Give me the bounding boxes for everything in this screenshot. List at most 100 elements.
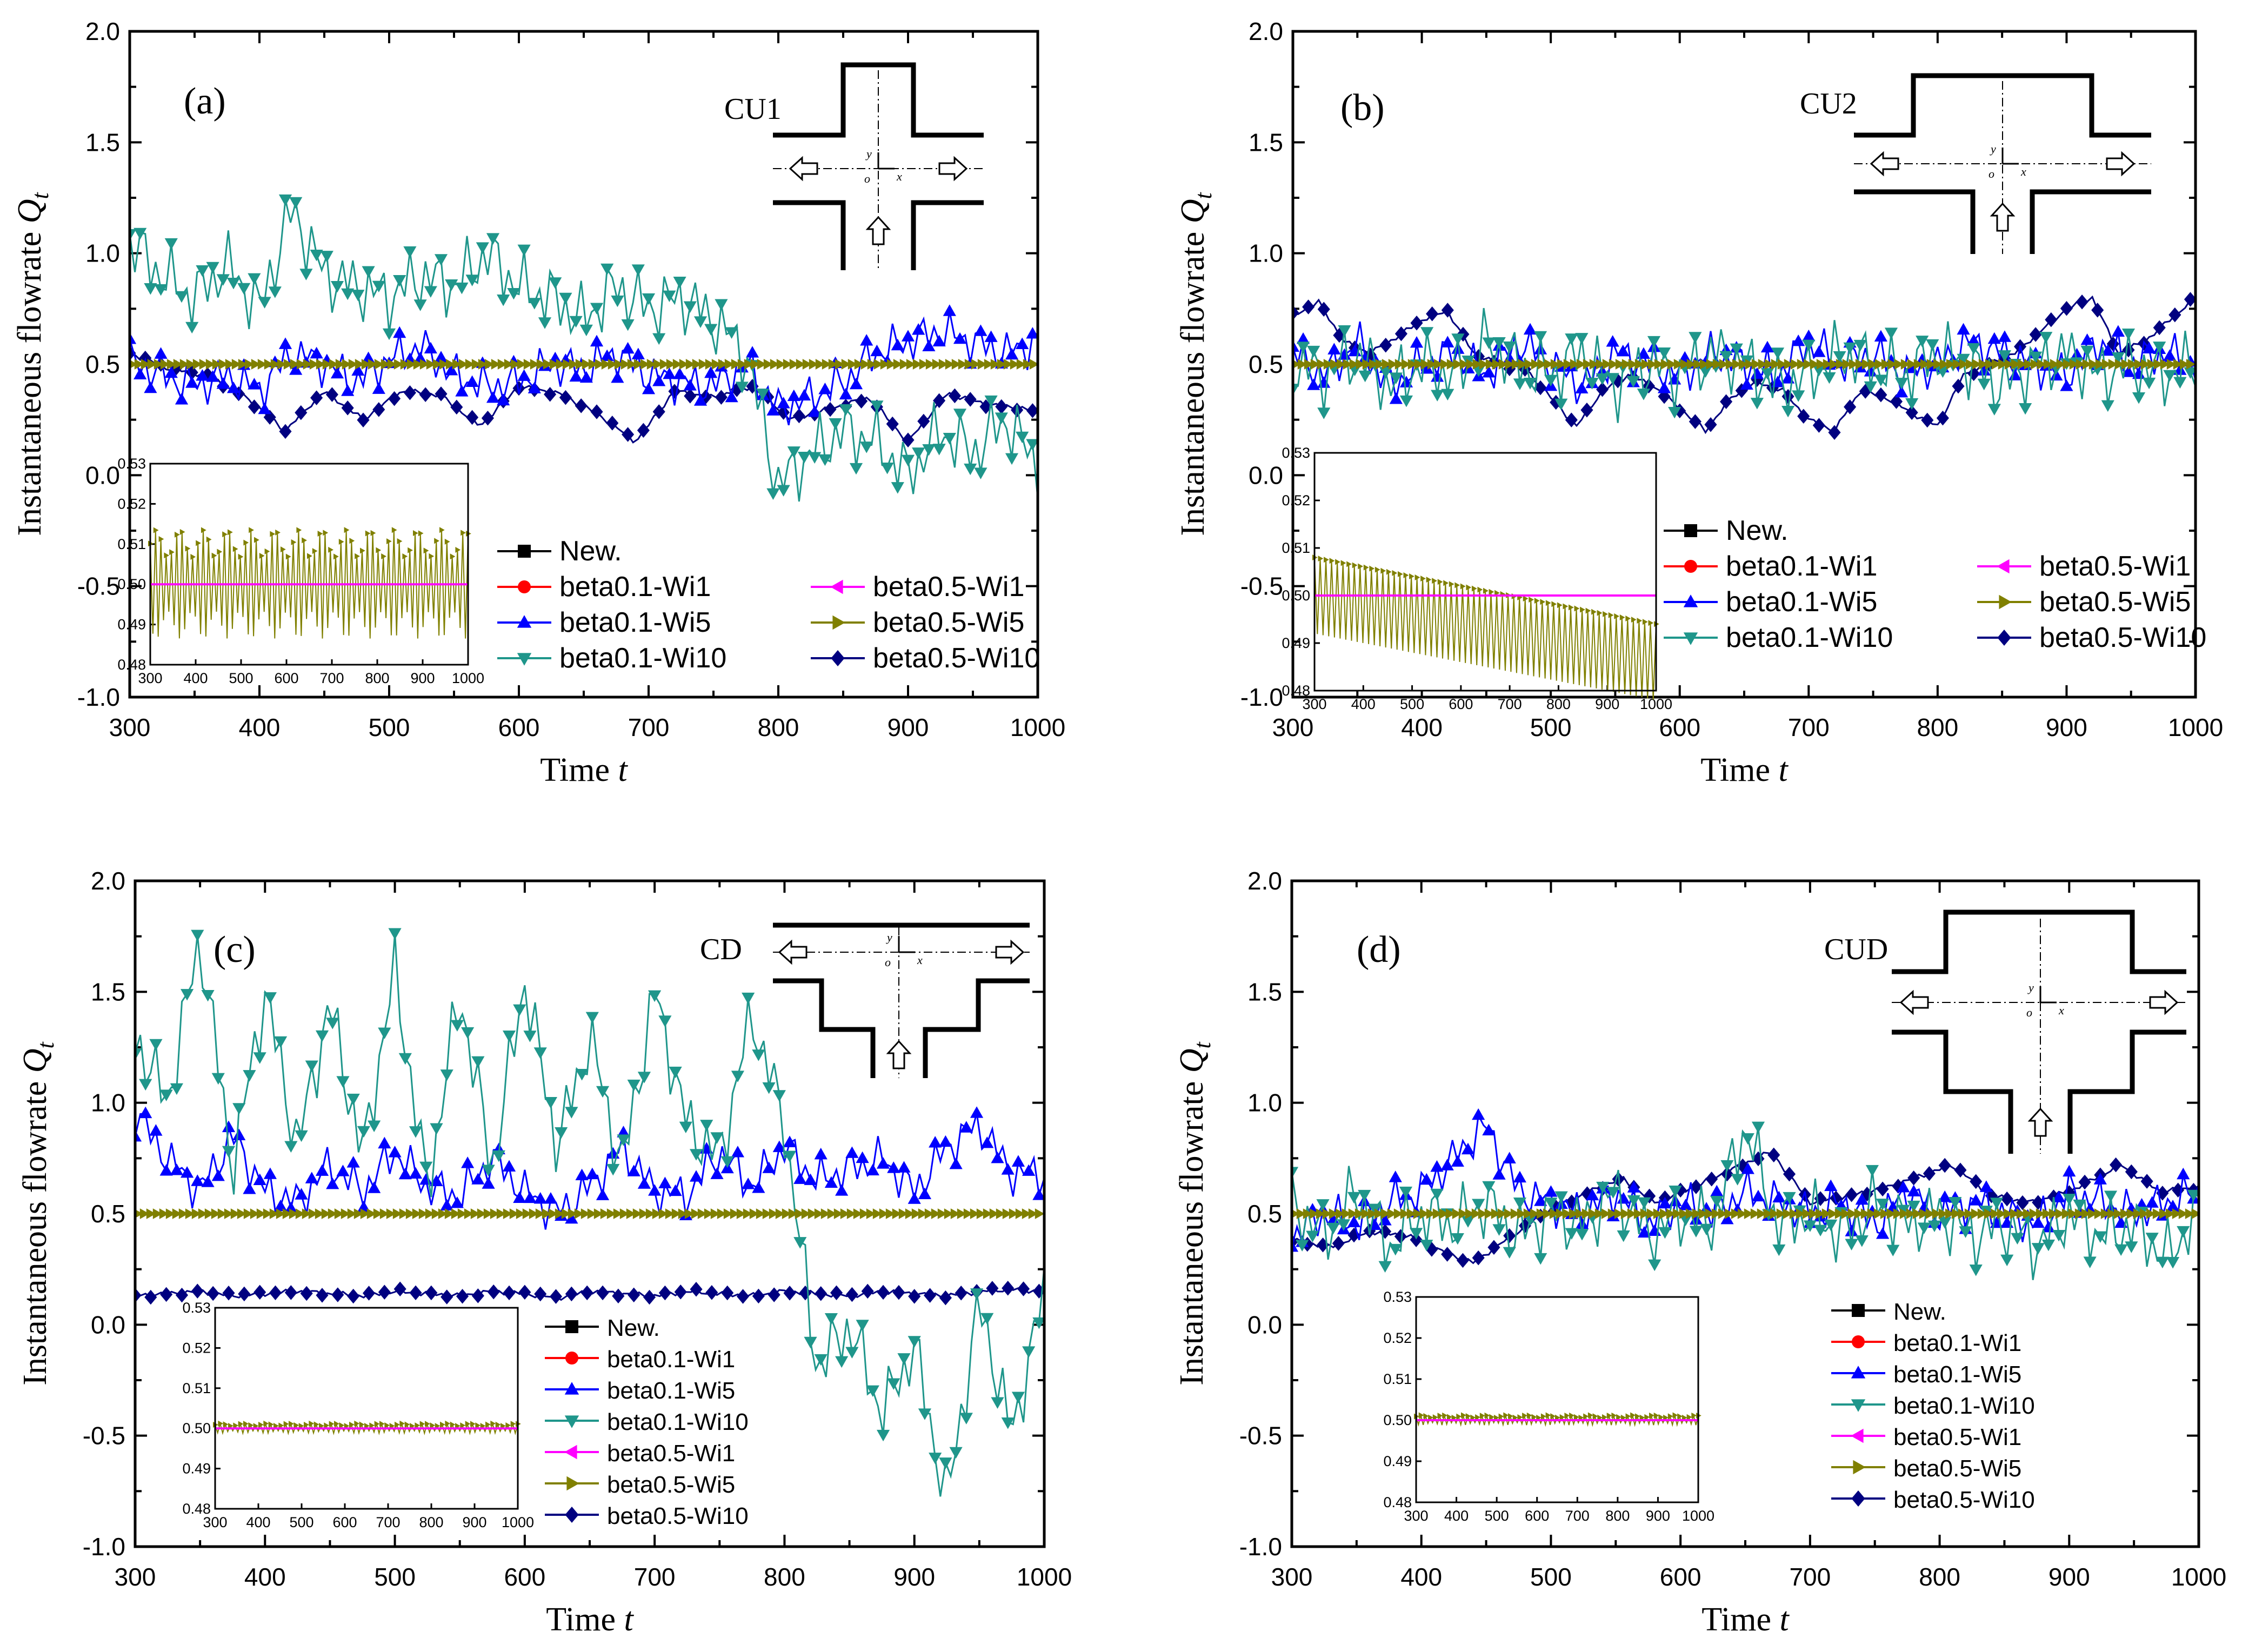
data-point <box>1876 1227 1890 1239</box>
data-point <box>814 1147 828 1160</box>
data-point <box>678 1208 688 1219</box>
inset-data-point <box>1489 1414 1494 1420</box>
data-point <box>2061 1208 2072 1219</box>
data-point <box>885 1208 896 1219</box>
data-point <box>637 1072 651 1084</box>
data-point <box>1543 1208 1553 1219</box>
geo-origin-label: o <box>1989 167 1994 180</box>
data-point <box>1513 1171 1526 1183</box>
data-point <box>2004 359 2014 370</box>
data-point <box>1575 333 1589 345</box>
x-tick-label: 300 <box>115 1563 156 1591</box>
geo-wall-bottom-right <box>2067 1029 2186 1154</box>
data-point <box>1389 372 1403 384</box>
data-point <box>1965 359 1976 370</box>
data-point <box>829 418 842 430</box>
data-point <box>548 1208 558 1219</box>
data-point <box>876 1157 890 1169</box>
x-tick-label: 400 <box>1401 713 1443 741</box>
y-tick-label: 2.0 <box>85 17 120 45</box>
data-point <box>2108 359 2118 370</box>
data-point <box>626 1208 636 1219</box>
data-point <box>814 1354 828 1366</box>
data-point <box>1957 353 1970 366</box>
data-point <box>542 1208 552 1219</box>
data-point <box>1614 1208 1624 1219</box>
data-point <box>763 359 773 370</box>
x-tick-label: 1000 <box>2171 1563 2226 1591</box>
inset-data-point <box>1432 578 1437 584</box>
legend-marker <box>565 1320 578 1333</box>
data-point <box>1967 343 1980 355</box>
data-point <box>1323 359 1333 370</box>
data-point <box>922 339 936 351</box>
data-point <box>1750 367 1764 379</box>
inset-data-point <box>1346 561 1352 567</box>
data-point <box>172 1208 182 1219</box>
data-point <box>590 303 604 315</box>
data-point <box>406 359 417 370</box>
legend-label: beta0.1-Wi1 <box>607 1346 735 1373</box>
data-point <box>777 485 790 497</box>
inset-data-point <box>376 547 382 553</box>
data-point <box>368 1181 381 1193</box>
inset-data-point <box>1557 602 1563 608</box>
data-point <box>1659 1208 1670 1219</box>
data-point <box>438 1208 448 1219</box>
data-point <box>612 1288 625 1304</box>
y-axis-label: Instantaneous flowrate Qt <box>17 1041 59 1385</box>
data-point <box>1802 339 1816 352</box>
data-point <box>932 335 946 346</box>
data-point <box>1544 1198 1558 1209</box>
data-point <box>1979 1180 1993 1192</box>
data-point <box>606 416 619 431</box>
data-point <box>684 389 697 404</box>
inset-data-point <box>258 1421 264 1428</box>
data-point <box>590 404 603 419</box>
y-axis-subscript: t <box>1189 1041 1216 1048</box>
geo-origin-label: o <box>864 172 870 185</box>
data-point <box>908 1192 921 1204</box>
inset-frame <box>1313 452 1657 692</box>
data-point <box>955 1286 967 1301</box>
data-point <box>897 1161 911 1173</box>
data-point <box>582 359 592 370</box>
data-point <box>2166 359 2177 370</box>
data-point <box>1964 1208 1974 1219</box>
data-point <box>2010 1208 2020 1219</box>
inset-data-point <box>1658 1414 1664 1420</box>
inset-chart: 300 400 500 600 700 800 900 10000.480.490.500.5… <box>182 1300 534 1530</box>
inset-y-tick-label: 0.49 <box>182 1461 211 1477</box>
data-point <box>808 452 822 464</box>
data-point <box>568 1208 578 1219</box>
data-point <box>1925 1208 1936 1219</box>
legend-item: beta0.1-Wi1 <box>1664 551 1877 582</box>
data-point <box>689 1149 703 1161</box>
data-point <box>1770 1208 1780 1219</box>
inset-data-point <box>415 1422 421 1429</box>
inset-y-tick-label: 0.53 <box>117 456 146 472</box>
inset-data-point <box>312 548 318 554</box>
data-point <box>1738 359 1749 370</box>
data-point <box>1654 359 1664 370</box>
data-point <box>1971 1208 1981 1219</box>
data-point <box>1874 387 1887 403</box>
inset-data-point <box>1465 1413 1471 1419</box>
data-point <box>159 1163 173 1176</box>
data-point <box>673 276 686 289</box>
data-point <box>1465 1208 1475 1219</box>
data-point <box>787 446 800 458</box>
inset-data-point <box>1625 616 1631 622</box>
inset-data-point <box>185 545 191 552</box>
data-point <box>289 1208 299 1219</box>
data-point <box>1575 1229 1589 1241</box>
data-point <box>392 1208 403 1219</box>
data-point <box>134 359 144 370</box>
data-point <box>1772 1244 1786 1256</box>
data-point <box>731 359 741 370</box>
data-point <box>750 359 760 370</box>
data-point <box>362 1286 376 1301</box>
inset-x-tick-label: 1000 <box>452 670 484 686</box>
data-point <box>419 359 430 370</box>
